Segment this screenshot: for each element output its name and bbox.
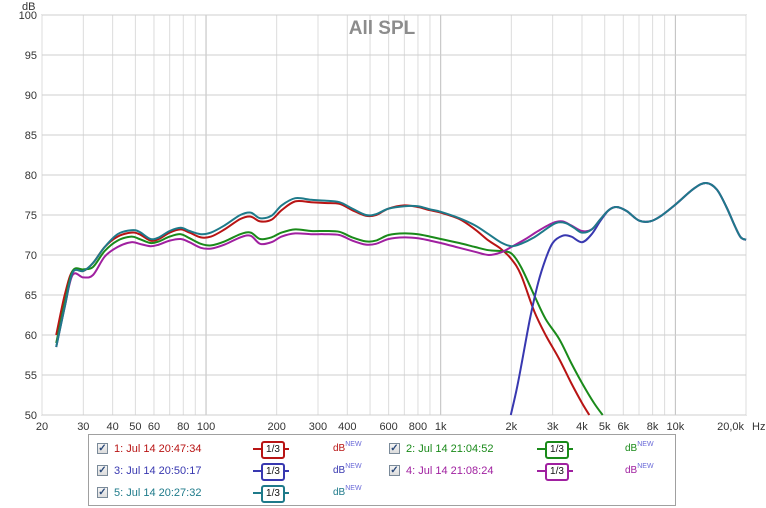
series-line-5 (55, 182, 747, 348)
x-axis-unit: Hz (752, 421, 765, 432)
y-axis-unit: dB (22, 1, 35, 13)
db-text-4: dB (625, 465, 638, 476)
db-offset-3[interactable]: dBNEW (333, 463, 362, 476)
db-offset-4[interactable]: dBNEW (625, 463, 654, 476)
y-tick-labels: 50 55 60 65 70 75 80 85 90 95 100 (19, 10, 37, 422)
x-tick-label: 20 (36, 421, 48, 432)
y-tick-label: 55 (25, 370, 37, 382)
smoothing-value-1: 1/3 (261, 441, 285, 459)
x-tick-label: 1k (435, 421, 447, 432)
db-sup-3: NEW (345, 463, 362, 470)
x-tick-label: 300 (309, 421, 327, 432)
db-offset-1[interactable]: dBNEW (333, 441, 362, 454)
db-sup-2: NEW (637, 441, 654, 448)
series-line-2 (55, 228, 604, 416)
y-tick-label: 50 (25, 410, 37, 422)
smoothing-selector-4[interactable]: 1/3 (537, 463, 573, 481)
x-tick-label: 6k (617, 421, 629, 432)
x-tick-labels: 20 30 40 50 60 80 100 200 300 400 600 800 1k 2k 3k 4k 5k… (36, 421, 745, 432)
checkbox-4[interactable]: ✓ (389, 465, 400, 476)
x-tick-label: 2k (506, 421, 518, 432)
legend-label-2: 2: Jul 14 21:04:52 (406, 443, 494, 455)
db-offset-5[interactable]: dBNEW (333, 485, 362, 498)
legend-label-4: 4: Jul 14 21:08:24 (406, 465, 494, 477)
db-text-3: dB (333, 465, 346, 476)
x-tick-label: 30 (77, 421, 89, 432)
x-tick-label: 60 (148, 421, 160, 432)
checkbox-2[interactable]: ✓ (389, 443, 400, 454)
db-text-1: dB (333, 443, 346, 454)
legend-entry-4[interactable]: ✓ 4: Jul 14 21:08:24 1/3 dBNEW (389, 463, 669, 481)
x-tick-label: 600 (379, 421, 397, 432)
db-sup-1: NEW (345, 441, 362, 448)
smoothing-value-3: 1/3 (261, 463, 285, 481)
legend-label-1: 1: Jul 14 20:47:34 (114, 443, 202, 455)
x-tick-label: 200 (267, 421, 285, 432)
smoothing-value-5: 1/3 (261, 485, 285, 503)
legend-label-3: 3: Jul 14 20:50:17 (114, 465, 202, 477)
chart-title: All SPL (349, 18, 416, 39)
db-sup-4: NEW (637, 463, 654, 470)
x-tick-label: 8k (647, 421, 659, 432)
db-text-2: dB (625, 443, 638, 454)
x-tick-label: 50 (129, 421, 141, 432)
y-tick-label: 90 (25, 90, 37, 102)
smoothing-selector-3[interactable]: 1/3 (253, 463, 289, 481)
x-tick-label: 4k (576, 421, 588, 432)
y-tick-label: 65 (25, 290, 37, 302)
db-sup-5: NEW (345, 485, 362, 492)
y-tick-label: 75 (25, 210, 37, 222)
legend-entry-5[interactable]: ✓ 5: Jul 14 20:27:32 1/3 dBNEW (97, 485, 377, 503)
y-tick-label: 70 (25, 250, 37, 262)
y-tick-label: 95 (25, 50, 37, 62)
x-tick-label: 800 (409, 421, 427, 432)
series-line-1 (55, 199, 591, 416)
db-text-5: dB (333, 487, 346, 498)
y-tick-label: 80 (25, 170, 37, 182)
x-tick-label: 5k (599, 421, 611, 432)
y-tick-label: 100 (19, 10, 37, 22)
y-tick-label: 85 (25, 130, 37, 142)
x-tick-label: 80 (177, 421, 189, 432)
legend-entry-1[interactable]: ✓ 1: Jul 14 20:47:34 1/3 dBNEW (97, 441, 377, 459)
x-tick-label: 100 (197, 421, 215, 432)
smoothing-selector-5[interactable]: 1/3 (253, 485, 289, 503)
legend-label-5: 5: Jul 14 20:27:32 (114, 487, 202, 499)
smoothing-selector-1[interactable]: 1/3 (253, 441, 289, 459)
x-tick-label: 40 (107, 421, 119, 432)
legend: ✓ 1: Jul 14 20:47:34 1/3 dBNEW ✓ 2: Jul … (88, 434, 676, 506)
smoothing-value-4: 1/3 (545, 463, 569, 481)
checkbox-5[interactable]: ✓ (97, 487, 108, 498)
y-tick-label: 60 (25, 330, 37, 342)
smoothing-selector-2[interactable]: 1/3 (537, 441, 573, 459)
x-tick-label: 3k (547, 421, 559, 432)
legend-entry-2[interactable]: ✓ 2: Jul 14 21:04:52 1/3 dBNEW (389, 441, 669, 459)
legend-entry-3[interactable]: ✓ 3: Jul 14 20:50:17 1/3 dBNEW (97, 463, 377, 481)
x-tick-label: 400 (338, 421, 356, 432)
smoothing-value-2: 1/3 (545, 441, 569, 459)
db-offset-2[interactable]: dBNEW (625, 441, 654, 454)
checkbox-3[interactable]: ✓ (97, 465, 108, 476)
x-tick-label: 10k (666, 421, 684, 432)
x-tick-label: 20,0k (717, 421, 744, 432)
checkbox-1[interactable]: ✓ (97, 443, 108, 454)
series-lines (55, 182, 747, 416)
